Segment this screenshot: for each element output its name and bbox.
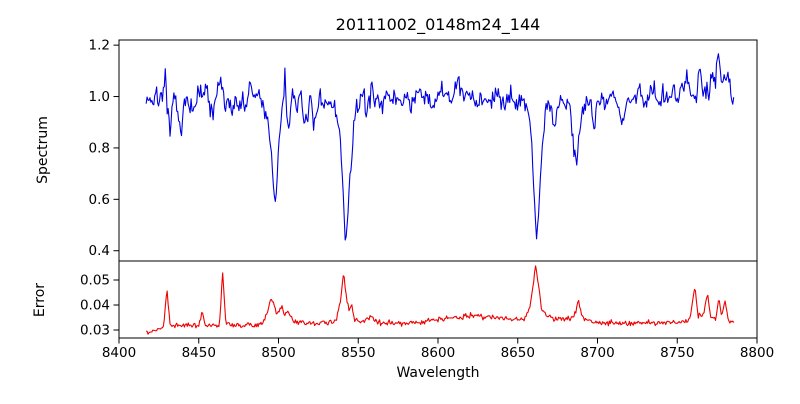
- x-tick-label: 8450: [182, 345, 216, 361]
- x-tick-label: 8400: [102, 345, 136, 361]
- y-tick-label: 0.8: [89, 140, 110, 156]
- error-panel-frame: [118, 260, 758, 339]
- x-tick-label: 8600: [421, 345, 455, 361]
- x-tick-label: 8500: [261, 345, 295, 361]
- y-tick-label: 1.2: [89, 38, 110, 54]
- x-tick-label: 8700: [580, 345, 614, 361]
- x-tick-label: 8750: [660, 345, 694, 361]
- y-tick-label: 1.0: [89, 89, 110, 105]
- error-line: [145, 265, 735, 335]
- y-tick-label: 0.4: [89, 243, 110, 259]
- x-tick-label: 8550: [341, 345, 375, 361]
- y-tick-label: 0.03: [80, 323, 110, 339]
- y-tick-label: 0.04: [80, 298, 110, 314]
- x-tick-label: 8650: [501, 345, 535, 361]
- chart-title: 20111002_0148m24_144: [336, 15, 541, 35]
- x-tick-label: 8800: [740, 345, 774, 361]
- y-tick-label: 0.6: [89, 192, 110, 208]
- error-y-axis-label: Error: [32, 283, 48, 317]
- x-axis-label: Wavelength: [396, 365, 479, 381]
- spectrum-panel-frame: [118, 39, 758, 262]
- spectrum-line: [145, 53, 735, 241]
- y-tick-label: 0.05: [80, 273, 110, 289]
- spectrum-y-axis-label: Spectrum: [35, 116, 51, 184]
- axis-ticks: 8400 8450 8500 8550 8600 8650 8700 8750 8800 0.4 0…: [80, 38, 774, 361]
- data-lines: [145, 53, 735, 335]
